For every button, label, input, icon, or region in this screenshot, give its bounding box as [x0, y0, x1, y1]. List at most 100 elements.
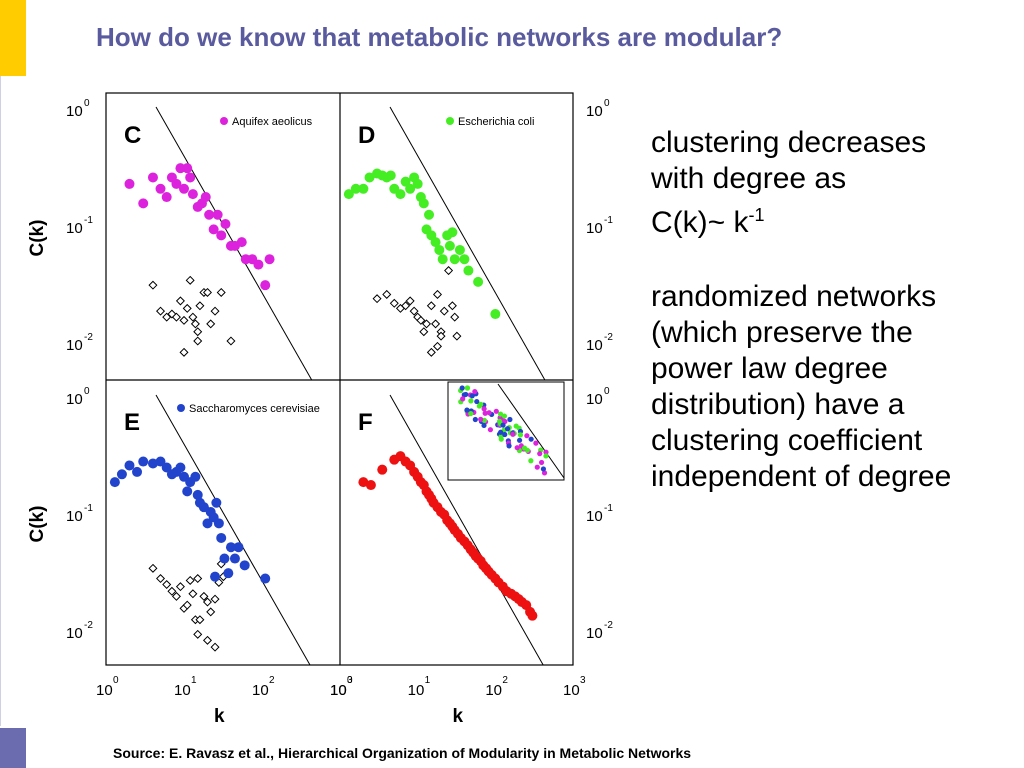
inset-point: [493, 408, 499, 414]
random-network-point: [182, 303, 192, 313]
data-point: [179, 183, 189, 194]
data-point: [395, 189, 406, 200]
data-point: [171, 178, 182, 189]
data-point: [202, 518, 213, 529]
text-line-1: clustering decreases: [651, 126, 927, 159]
data-point: [212, 209, 223, 220]
data-point: [155, 183, 166, 194]
inset-point: [472, 388, 478, 395]
data-point: [223, 568, 234, 579]
random-network-point: [444, 266, 454, 276]
data-point: [253, 259, 264, 270]
random-network-point: [185, 275, 195, 285]
data-point: [459, 254, 470, 265]
y-tick-exponent-left: -2: [84, 332, 93, 343]
explanation-text: clustering decreases with degree as C(k)…: [651, 125, 1011, 495]
inset-point: [534, 464, 540, 470]
data-point: [260, 280, 271, 291]
data-point: [216, 230, 227, 241]
data-point: [350, 183, 361, 194]
formula-exponent: -1: [748, 205, 765, 225]
x-tick-exponent: 0: [113, 675, 119, 686]
y-tick-label-left: 10: [66, 391, 83, 408]
data-point: [490, 309, 501, 320]
source-citation: Source: E. Ravasz et al., Hierarchical O…: [113, 745, 692, 761]
inset-point: [513, 423, 519, 429]
inset-point: [528, 458, 534, 464]
inset-point: [498, 429, 504, 435]
inset-point: [541, 470, 548, 476]
inset-point: [540, 466, 547, 472]
inset-point: [524, 433, 530, 439]
random-network-point: [195, 301, 205, 311]
data-point: [187, 189, 198, 200]
legend-marker: [446, 117, 454, 125]
data-point: [220, 219, 231, 229]
random-network-point: [210, 642, 220, 652]
inset-reference-line: [497, 383, 565, 479]
random-network-point: [206, 319, 216, 329]
inset-point: [502, 431, 508, 438]
legend-marker: [220, 117, 228, 125]
inset-point: [481, 406, 487, 412]
data-point: [364, 172, 375, 183]
panel-letter: F: [358, 409, 373, 436]
panel-f: F: [358, 394, 544, 665]
random-network-point: [175, 582, 185, 592]
y-axis-title: C(k): [27, 220, 48, 257]
y-tick-label-left: 10: [66, 625, 83, 642]
legend-label: Aquifex aeolicus: [232, 116, 313, 128]
y-tick-exponent-right: -2: [604, 332, 613, 343]
random-network-point: [179, 315, 189, 325]
x-tick-label: 10: [408, 682, 425, 699]
x-tick-label: 10: [330, 682, 347, 699]
random-network-point: [188, 589, 198, 599]
data-point: [147, 458, 158, 469]
x-axis-title: k: [453, 706, 464, 725]
data-point: [216, 532, 227, 543]
random-network-point: [372, 294, 382, 304]
data-point: [444, 240, 455, 251]
random-network-point: [436, 331, 446, 341]
panel-plot-area: [109, 394, 311, 665]
panel-plot-area: [343, 106, 546, 380]
random-network-point: [182, 600, 192, 610]
random-network-point: [452, 331, 462, 341]
inset-point: [482, 410, 488, 416]
random-network-point: [206, 607, 216, 617]
x-tick-label: 10: [563, 682, 580, 699]
y-tick-exponent-right: -1: [604, 215, 613, 226]
data-point: [219, 553, 230, 564]
inset-point: [543, 449, 549, 455]
formula: C(k)~ k-1: [651, 197, 1011, 241]
data-point: [138, 198, 149, 209]
inset-point: [496, 418, 503, 424]
panel-plot-area: [124, 106, 313, 380]
y-tick-label-right: 10: [586, 103, 603, 120]
random-network-point: [416, 315, 426, 325]
x-tick-exponent: 3: [580, 675, 586, 686]
random-network-point: [202, 597, 212, 607]
random-network-point: [171, 591, 181, 601]
inset-point: [468, 410, 474, 417]
random-network-point: [185, 575, 195, 585]
y-tick-exponent-left: -1: [84, 215, 93, 226]
data-point: [424, 209, 435, 220]
data-point: [400, 176, 411, 187]
random-network-point: [202, 635, 212, 645]
inset-point: [486, 410, 492, 416]
data-point: [358, 183, 369, 194]
y-tick-exponent-right: -1: [604, 503, 613, 514]
y-tick-label-right: 10: [586, 220, 603, 237]
data-point: [190, 471, 201, 482]
data-point: [132, 466, 143, 477]
data-point: [358, 477, 369, 488]
para2-line-5: clustering coefficient: [651, 424, 923, 457]
legend-marker: [177, 404, 185, 412]
random-network-point: [188, 312, 198, 322]
y-tick-label-left: 10: [66, 508, 83, 525]
inset-point: [460, 396, 466, 402]
random-network-point: [171, 312, 181, 322]
slide-title: How do we know that metabolic networks a…: [96, 22, 783, 52]
data-point: [447, 227, 458, 238]
